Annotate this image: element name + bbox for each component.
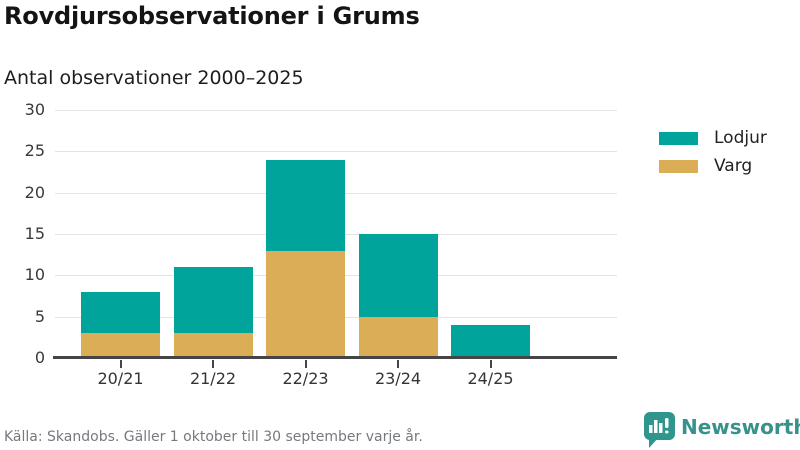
gridline bbox=[55, 110, 617, 111]
x-tick-label: 22/23 bbox=[282, 369, 329, 388]
bar-segment-lodjur-23-24 bbox=[358, 234, 438, 317]
y-tick-label: 10 bbox=[24, 265, 45, 285]
source-note: Källa: Skandobs. Gäller 1 oktober till 3… bbox=[4, 429, 423, 445]
speech-bubble-chart-icon bbox=[644, 412, 675, 448]
x-axis-tick bbox=[304, 360, 307, 368]
gridline bbox=[55, 151, 617, 153]
bar-segment-varg-23-24 bbox=[358, 316, 438, 358]
bar-segment-varg-22-23 bbox=[266, 250, 345, 358]
x-axis-tick bbox=[119, 360, 122, 368]
newsworthy-logo: Newsworthy bbox=[644, 412, 800, 448]
bar-segment-lodjur-24-25 bbox=[451, 324, 530, 358]
bar-segment-lodjur-22-23 bbox=[266, 159, 345, 251]
legend-item-lodjur: Lodjur bbox=[659, 124, 767, 152]
x-axis-line bbox=[53, 356, 617, 359]
x-tick-label: 24/25 bbox=[467, 369, 514, 388]
y-tick-label: 20 bbox=[24, 182, 45, 202]
chart-title: Rovdjursobservationer i Grums bbox=[4, 2, 420, 30]
y-tick-label: 15 bbox=[24, 224, 45, 243]
y-tick-label: 25 bbox=[24, 141, 45, 161]
chart-subtitle: Antal observationer 2000–2025 bbox=[4, 67, 304, 89]
y-tick-label: 0 bbox=[34, 348, 45, 367]
y-axis-labels: 0 5 10 15 20 25 30 bbox=[0, 100, 45, 367]
bar-segment-varg-20-21 bbox=[81, 333, 160, 358]
y-tick-label: 5 bbox=[34, 306, 45, 326]
x-tick-label: 20/21 bbox=[97, 369, 144, 388]
bar-segment-lodjur-20-21 bbox=[81, 291, 160, 334]
legend-swatch-varg bbox=[659, 159, 698, 173]
plot-area: 20/21 21/22 22/23 23/24 24/25 bbox=[53, 110, 617, 388]
y-tick-label: 30 bbox=[24, 100, 45, 119]
newsworthy-wordmark: Newsworthy bbox=[681, 415, 800, 439]
x-axis-tick bbox=[489, 360, 492, 368]
x-tick-label: 21/22 bbox=[189, 369, 237, 388]
bar-segment-varg-21-22 bbox=[173, 333, 253, 358]
x-tick-label: 23/24 bbox=[374, 369, 422, 388]
legend-item-varg: Varg bbox=[659, 152, 767, 180]
legend-swatch-lodjur bbox=[659, 131, 698, 145]
x-axis-tick bbox=[397, 360, 399, 368]
x-axis-tick bbox=[212, 360, 214, 368]
legend-label-varg: Varg bbox=[714, 156, 753, 176]
chart-legend: Lodjur Varg bbox=[659, 124, 767, 180]
legend-label-lodjur: Lodjur bbox=[714, 128, 767, 148]
bar-segment-lodjur-21-22 bbox=[173, 267, 253, 334]
